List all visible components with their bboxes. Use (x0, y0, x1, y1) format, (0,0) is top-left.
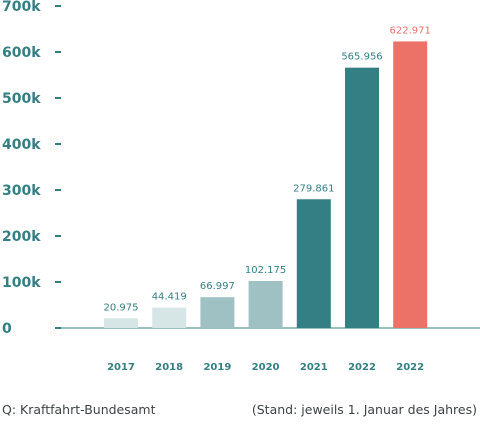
bar-chart: 0 100k 200k 300k 400k 500k 600k 700k 20.975 44.4… (2, 0, 480, 373)
y-tick-label: 400k (2, 137, 41, 153)
y-tick-label: 0 (2, 321, 12, 337)
bar-value-label: 20.975 (104, 302, 139, 313)
x-tick-label: 2022 (396, 362, 424, 373)
bars (104, 41, 428, 328)
value-labels: 20.975 44.419 66.997 102.175 279.861 565.956 6… (104, 25, 431, 313)
bar (200, 297, 235, 328)
bar-value-label: 102.175 (245, 265, 286, 276)
x-tick-label: 2018 (155, 362, 183, 373)
bar-value-label: 66.997 (200, 281, 235, 292)
y-tick-label: 600k (2, 45, 41, 61)
y-tick-label: 200k (2, 229, 41, 245)
y-tick-label: 700k (2, 0, 41, 15)
bar-value-label: 565.956 (341, 52, 382, 63)
x-tick-label: 2019 (203, 362, 231, 373)
bar (345, 67, 379, 328)
y-axis: 0 100k 200k 300k 400k 500k 600k 700k (2, 0, 61, 337)
y-tick-label: 100k (2, 275, 41, 291)
bar (152, 307, 187, 328)
x-axis-labels: 2017 2018 2019 2020 2021 2022 2022 (107, 362, 424, 373)
y-tick-label: 300k (2, 183, 41, 199)
date-note: (Stand: jeweils 1. Januar des Jahres) (251, 402, 477, 417)
bar (296, 199, 331, 328)
bar (248, 280, 283, 328)
source-note: Q: Kraftfahrt-Bundesamt (2, 402, 156, 417)
bar-value-label: 279.861 (293, 183, 334, 194)
bar (393, 41, 428, 328)
x-tick-label: 2022 (348, 362, 376, 373)
x-tick-label: 2017 (107, 362, 135, 373)
bar (104, 318, 138, 328)
bar-value-label: 622.971 (390, 25, 431, 36)
bar-value-label: 44.419 (152, 292, 187, 303)
y-tick-label: 500k (2, 91, 41, 107)
x-tick-label: 2020 (252, 362, 280, 373)
x-tick-label: 2021 (300, 362, 328, 373)
